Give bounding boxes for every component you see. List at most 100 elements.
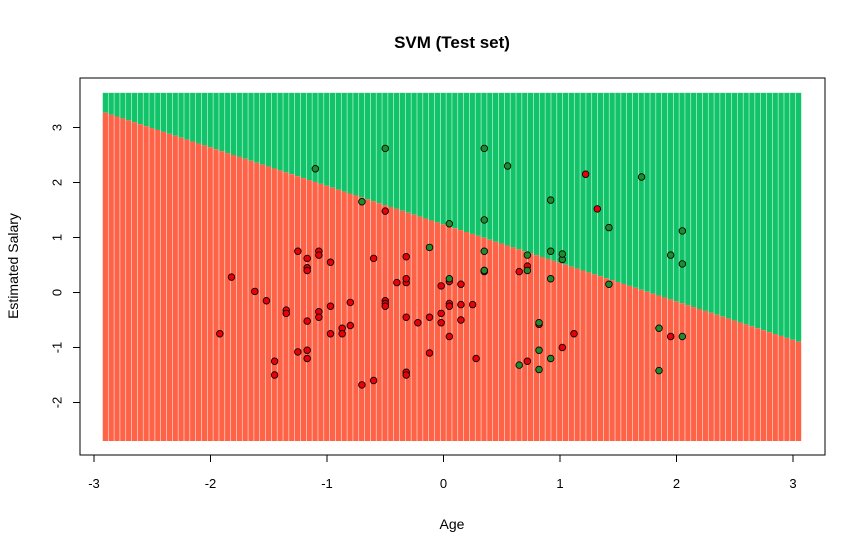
region-cell-class-1 bbox=[463, 92, 470, 232]
x-axis: -3 -2 -1 0 1 2 3 bbox=[88, 454, 797, 491]
region-cell-class-0 bbox=[650, 293, 657, 441]
region-cell-class-1 bbox=[493, 92, 499, 242]
data-point-class-1 bbox=[480, 247, 488, 255]
y-tick-label: 3 bbox=[49, 124, 64, 131]
region-cell-class-1 bbox=[615, 92, 622, 283]
region-cell-class-0 bbox=[661, 297, 668, 441]
region-cell-class-0 bbox=[417, 216, 424, 441]
region-cell-class-0 bbox=[254, 162, 261, 441]
region-cell-class-0 bbox=[498, 243, 505, 441]
region-cell-class-1 bbox=[190, 92, 196, 142]
region-cell-class-0 bbox=[527, 253, 534, 441]
data-point-class-0 bbox=[581, 170, 590, 178]
data-point-class-0 bbox=[303, 254, 311, 263]
region-cell-class-1 bbox=[225, 92, 231, 154]
data-point-class-0 bbox=[326, 258, 335, 266]
data-point-class-0 bbox=[303, 354, 311, 363]
region-cell-class-0 bbox=[469, 233, 476, 441]
region-cell-class-0 bbox=[626, 285, 633, 441]
region-cell-class-1 bbox=[335, 92, 342, 190]
data-point-class-0 bbox=[468, 300, 477, 309]
region-cell-class-0 bbox=[393, 208, 400, 441]
region-cell-class-0 bbox=[213, 149, 220, 441]
region-cell-class-0 bbox=[667, 299, 674, 441]
region-cell-class-1 bbox=[131, 92, 138, 123]
data-point-class-1 bbox=[358, 198, 366, 206]
region-cell-class-0 bbox=[731, 320, 738, 441]
region-cell-class-1 bbox=[434, 92, 441, 223]
region-cell-class-0 bbox=[230, 155, 237, 441]
region-cell-class-1 bbox=[667, 92, 674, 300]
x-tick-label: 2 bbox=[673, 476, 680, 491]
region-cell-class-0 bbox=[737, 322, 744, 441]
data-point-class-0 bbox=[294, 247, 302, 255]
region-cell-class-1 bbox=[172, 92, 179, 136]
data-point-class-1 bbox=[605, 223, 613, 232]
region-cell-class-0 bbox=[271, 168, 278, 441]
data-point-class-0 bbox=[570, 330, 578, 338]
data-point-class-1 bbox=[678, 260, 687, 268]
region-cell-class-1 bbox=[527, 92, 534, 254]
region-cell-class-0 bbox=[353, 195, 360, 441]
region-cell-class-1 bbox=[184, 92, 191, 140]
region-cell-class-1 bbox=[155, 92, 161, 130]
data-point-class-1 bbox=[445, 275, 454, 283]
region-cell-class-1 bbox=[656, 92, 662, 296]
region-cell-class-1 bbox=[644, 92, 651, 292]
test-set-points bbox=[216, 144, 687, 389]
region-cell-class-1 bbox=[603, 92, 610, 279]
data-point-class-1 bbox=[515, 361, 523, 369]
region-cell-class-0 bbox=[772, 334, 779, 441]
region-cell-class-0 bbox=[399, 210, 406, 441]
region-cell-class-0 bbox=[376, 203, 383, 441]
region-cell-class-1 bbox=[160, 92, 167, 132]
region-cell-class-0 bbox=[225, 153, 231, 441]
region-cell-class-1 bbox=[114, 92, 121, 117]
region-cell-class-0 bbox=[766, 332, 773, 441]
region-cell-class-0 bbox=[504, 245, 511, 441]
data-point-class-0 bbox=[326, 302, 335, 310]
data-point-class-0 bbox=[457, 280, 465, 288]
data-point-class-0 bbox=[437, 319, 445, 327]
region-cell-class-0 bbox=[108, 114, 115, 441]
x-tick-label: 0 bbox=[440, 476, 447, 491]
data-point-class-1 bbox=[546, 247, 555, 255]
region-cell-class-0 bbox=[190, 141, 196, 441]
data-point-class-1 bbox=[637, 173, 646, 181]
region-cell-class-0 bbox=[597, 276, 604, 441]
region-cell-class-0 bbox=[265, 166, 272, 442]
data-point-class-0 bbox=[303, 346, 311, 354]
region-cell-class-1 bbox=[469, 92, 476, 234]
region-cell-class-1 bbox=[731, 92, 738, 321]
data-point-class-1 bbox=[535, 346, 543, 354]
region-cell-class-0 bbox=[638, 289, 645, 441]
region-cell-class-0 bbox=[172, 135, 179, 441]
region-cell-class-0 bbox=[679, 303, 686, 441]
data-point-class-1 bbox=[678, 227, 687, 235]
region-cell-class-0 bbox=[440, 224, 447, 441]
region-cell-class-0 bbox=[760, 330, 767, 441]
region-cell-class-1 bbox=[300, 92, 307, 179]
region-cell-class-0 bbox=[516, 249, 523, 441]
region-cell-class-0 bbox=[621, 283, 627, 441]
data-point-class-0 bbox=[381, 207, 389, 215]
region-cell-class-1 bbox=[638, 92, 645, 290]
region-cell-class-0 bbox=[149, 128, 156, 442]
region-cell-class-0 bbox=[481, 237, 488, 441]
region-cell-class-0 bbox=[382, 205, 389, 441]
region-cell-class-0 bbox=[726, 318, 732, 441]
region-cell-class-0 bbox=[539, 257, 546, 441]
region-cell-class-1 bbox=[318, 92, 325, 184]
region-cell-class-1 bbox=[452, 92, 459, 229]
data-point-class-0 bbox=[393, 278, 401, 287]
region-cell-class-1 bbox=[242, 92, 249, 159]
region-cell-class-1 bbox=[766, 92, 773, 333]
region-cell-class-0 bbox=[423, 218, 429, 441]
region-cell-class-1 bbox=[632, 92, 639, 288]
region-cell-class-1 bbox=[236, 92, 243, 157]
region-cell-class-0 bbox=[702, 310, 709, 441]
x-tick-label: -3 bbox=[88, 476, 100, 491]
region-cell-class-1 bbox=[143, 92, 150, 127]
region-cell-class-0 bbox=[248, 160, 255, 441]
region-cell-class-0 bbox=[201, 145, 208, 441]
